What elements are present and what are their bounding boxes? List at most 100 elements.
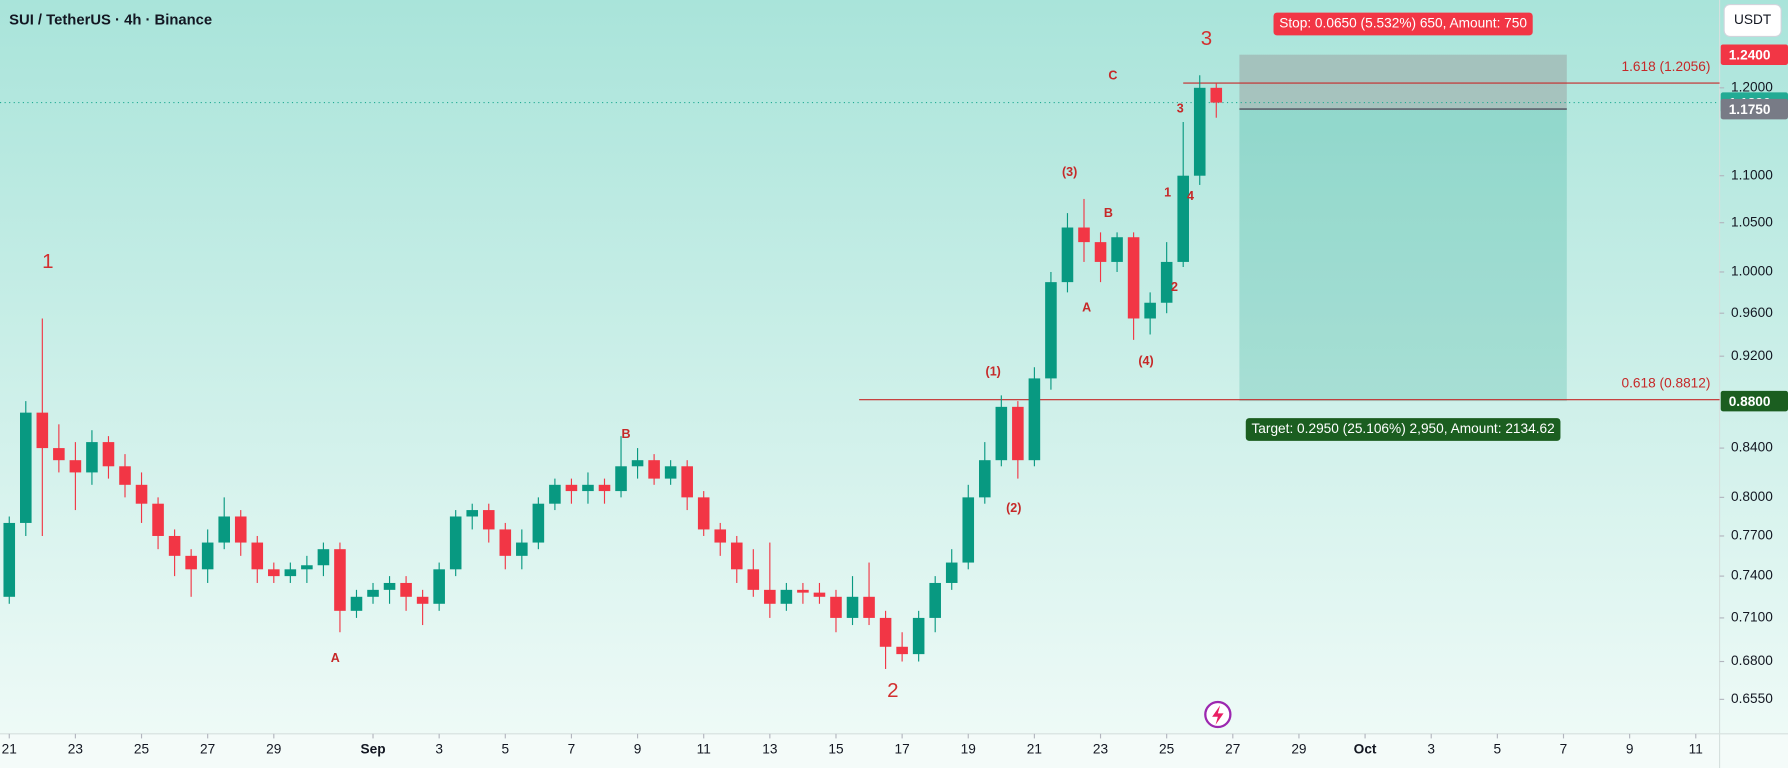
candle-body xyxy=(152,503,164,536)
wave-label: C xyxy=(1108,69,1117,83)
wave-label: 1 xyxy=(1164,186,1171,200)
wave-label: (2) xyxy=(1006,501,1021,515)
wave-label: 2 xyxy=(887,679,898,702)
position-layer: Stop: 0.0650 (5.532%) 650, Amount: 750 Ta… xyxy=(1239,12,1567,441)
y-tick-label: 0.8000 xyxy=(1731,489,1773,504)
candle-body xyxy=(135,484,148,504)
candle-body xyxy=(20,412,32,523)
candle-body xyxy=(797,589,809,593)
stop-label-box xyxy=(1273,12,1533,36)
candle-body xyxy=(1078,227,1090,243)
x-tick-label: 23 xyxy=(68,741,83,756)
candle-body xyxy=(549,484,561,504)
x-tick-label: 3 xyxy=(435,741,443,756)
x-tick-label: 23 xyxy=(1093,741,1108,756)
candle-body xyxy=(1127,237,1140,319)
x-tick-label: 11 xyxy=(697,741,711,756)
y-tick-label: 1.1000 xyxy=(1731,167,1773,182)
y-tick-label: 0.9200 xyxy=(1731,348,1773,363)
candle-body xyxy=(896,646,908,655)
candle-body xyxy=(730,542,743,570)
x-tick-label: 11 xyxy=(1689,741,1703,756)
candle-body xyxy=(36,412,49,449)
candle-body xyxy=(334,549,346,611)
candle-body xyxy=(664,466,677,479)
candle-body xyxy=(565,484,578,492)
x-tick-label: 13 xyxy=(762,741,777,756)
candle-body xyxy=(1193,87,1206,176)
candle-body xyxy=(1061,227,1074,283)
x-tick-label: 5 xyxy=(1494,741,1502,756)
candle-body xyxy=(201,542,214,570)
candle-body xyxy=(979,460,991,498)
candle-body xyxy=(912,617,925,655)
candle-body xyxy=(383,582,396,590)
x-tick-label: 29 xyxy=(266,741,281,756)
candle-body xyxy=(433,569,445,604)
time-axis-bg xyxy=(0,733,1788,768)
wave-label: 3 xyxy=(1201,27,1212,50)
y-tick-label: 1.0000 xyxy=(1731,264,1773,279)
wave-label: 4 xyxy=(1187,189,1194,203)
candle-body xyxy=(830,596,842,618)
candle-body xyxy=(284,569,297,577)
y-tick-label: 0.9600 xyxy=(1731,305,1773,320)
x-tick-label: 9 xyxy=(634,741,642,756)
icon-bolt[interactable] xyxy=(1212,705,1224,725)
candle-body xyxy=(466,510,479,517)
candle-body xyxy=(268,569,280,577)
candle-body xyxy=(301,565,313,570)
x-tick-label: 5 xyxy=(501,741,509,756)
candle-body xyxy=(102,442,115,467)
candle-body xyxy=(416,596,429,604)
currency-button[interactable] xyxy=(1723,3,1782,37)
target-zone xyxy=(1239,109,1567,402)
stop-label: Stop: 0.0650 (5.532%) 650, Amount: 750 xyxy=(1279,16,1527,31)
candle-body xyxy=(879,617,892,647)
candle-body xyxy=(499,529,512,556)
candle-body xyxy=(69,460,82,473)
candle-body xyxy=(697,497,710,530)
candle-body xyxy=(3,522,16,597)
candle-body xyxy=(863,596,875,618)
candle-body xyxy=(234,516,247,543)
x-tick-label: 21 xyxy=(2,741,17,756)
candle-body xyxy=(780,589,793,604)
candle-body xyxy=(995,406,1008,461)
x-tick-label: 3 xyxy=(1427,741,1435,756)
lightning-icon[interactable] xyxy=(1204,700,1232,729)
candle-body xyxy=(482,510,495,530)
candle-body xyxy=(317,549,330,566)
price-label-box xyxy=(1720,44,1788,65)
candle-body xyxy=(516,542,528,556)
candle-body xyxy=(86,442,98,473)
price-label-box xyxy=(1720,390,1788,412)
currency-button-label[interactable]: USDT xyxy=(1734,12,1772,27)
target-label: Target: 0.2950 (25.106%) 2,950, Amount: … xyxy=(1251,421,1554,436)
candle-body xyxy=(631,460,644,467)
candle-body xyxy=(168,535,181,556)
wave-label: A xyxy=(1082,301,1091,315)
y-tick-label: 0.6550 xyxy=(1731,691,1773,706)
wave-labels: 1 A B 2 (1) (2) (3) A B (4) C 1 2 3 4 3 xyxy=(42,27,1212,702)
candle-body xyxy=(598,484,611,492)
price-label-box xyxy=(1720,98,1788,120)
x-tick-label: Oct xyxy=(1354,741,1377,756)
candle-body xyxy=(846,596,859,618)
x-tick-label: 25 xyxy=(134,741,150,756)
candles-layer xyxy=(3,75,1223,669)
candle-body xyxy=(1160,261,1173,303)
candle-body xyxy=(648,460,660,479)
axis-layer: 0.6550 0.6800 0.7100 0.7400 0.7700 0.8000 0.84… xyxy=(2,44,1788,756)
candle-body xyxy=(449,516,462,570)
x-tick-label: 29 xyxy=(1291,741,1306,756)
candle-body xyxy=(1028,378,1041,461)
candle-body xyxy=(400,582,412,597)
wave-label: (1) xyxy=(986,364,1001,378)
x-tick-label: Sep xyxy=(360,741,385,756)
y-tick-label: 1.0500 xyxy=(1731,214,1773,229)
candle-body xyxy=(1144,302,1156,319)
fib-label: 0.618 (0.8812) xyxy=(1622,375,1711,390)
